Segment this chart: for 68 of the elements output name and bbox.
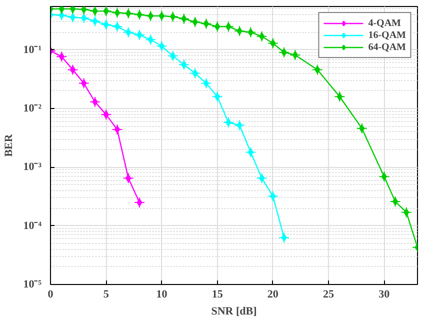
point bbox=[378, 171, 390, 182]
y-tick-label: 10⁻² bbox=[23, 102, 42, 115]
point bbox=[278, 46, 290, 58]
x-axis-title: SNR [dB] bbox=[211, 306, 257, 318]
point bbox=[190, 16, 201, 28]
point bbox=[200, 78, 212, 89]
point bbox=[178, 59, 190, 70]
point bbox=[267, 38, 278, 49]
point bbox=[234, 26, 246, 37]
point bbox=[112, 7, 123, 18]
point bbox=[190, 68, 201, 79]
point bbox=[267, 190, 278, 202]
legend-label: 16-QAM bbox=[368, 29, 406, 41]
x-tick-label: 30 bbox=[378, 288, 390, 300]
y-tick-label: 10⁻⁴ bbox=[23, 220, 42, 232]
point bbox=[156, 40, 168, 52]
point bbox=[89, 16, 100, 27]
point bbox=[245, 26, 256, 38]
point bbox=[278, 232, 290, 244]
point bbox=[167, 50, 178, 62]
point bbox=[78, 12, 90, 24]
point bbox=[212, 21, 223, 32]
point bbox=[122, 8, 134, 19]
legend-label: 64-QAM bbox=[368, 41, 406, 53]
point bbox=[256, 172, 268, 184]
point bbox=[122, 172, 134, 184]
point bbox=[290, 49, 301, 60]
point bbox=[256, 30, 268, 42]
y-axis-title: BER bbox=[3, 133, 16, 157]
point bbox=[56, 51, 68, 62]
point bbox=[222, 21, 234, 32]
y-tick-label: 10⁻¹ bbox=[23, 44, 42, 56]
point bbox=[400, 206, 412, 218]
point bbox=[112, 124, 123, 135]
y-tick-label: 10⁻³ bbox=[23, 161, 42, 174]
point bbox=[89, 96, 100, 108]
point bbox=[212, 91, 223, 102]
x-tick-label: 20 bbox=[267, 288, 279, 300]
point bbox=[112, 21, 123, 32]
point bbox=[100, 109, 112, 120]
point bbox=[122, 26, 134, 38]
point bbox=[234, 120, 246, 131]
legend-label: 4-QAM bbox=[368, 17, 401, 29]
point bbox=[312, 64, 323, 76]
x-tick-label: 5 bbox=[103, 288, 110, 300]
point bbox=[145, 34, 156, 46]
point bbox=[78, 78, 90, 89]
point bbox=[245, 146, 256, 158]
point bbox=[145, 10, 156, 22]
point bbox=[67, 12, 78, 23]
point bbox=[134, 9, 145, 20]
point bbox=[200, 18, 212, 30]
point bbox=[156, 10, 168, 22]
x-tick-label: 0 bbox=[48, 288, 54, 300]
point bbox=[356, 122, 368, 134]
point bbox=[390, 196, 401, 208]
point bbox=[134, 197, 145, 208]
point bbox=[222, 116, 234, 128]
point bbox=[167, 11, 178, 22]
x-tick-label: 25 bbox=[323, 288, 335, 300]
point bbox=[334, 91, 346, 102]
point bbox=[134, 29, 145, 40]
y-tick-label: 10⁻⁵ bbox=[23, 278, 42, 290]
x-tick-label: 10 bbox=[156, 288, 168, 300]
point bbox=[100, 19, 112, 30]
point bbox=[178, 13, 190, 24]
x-tick-label: 15 bbox=[212, 288, 224, 300]
point bbox=[67, 64, 78, 76]
